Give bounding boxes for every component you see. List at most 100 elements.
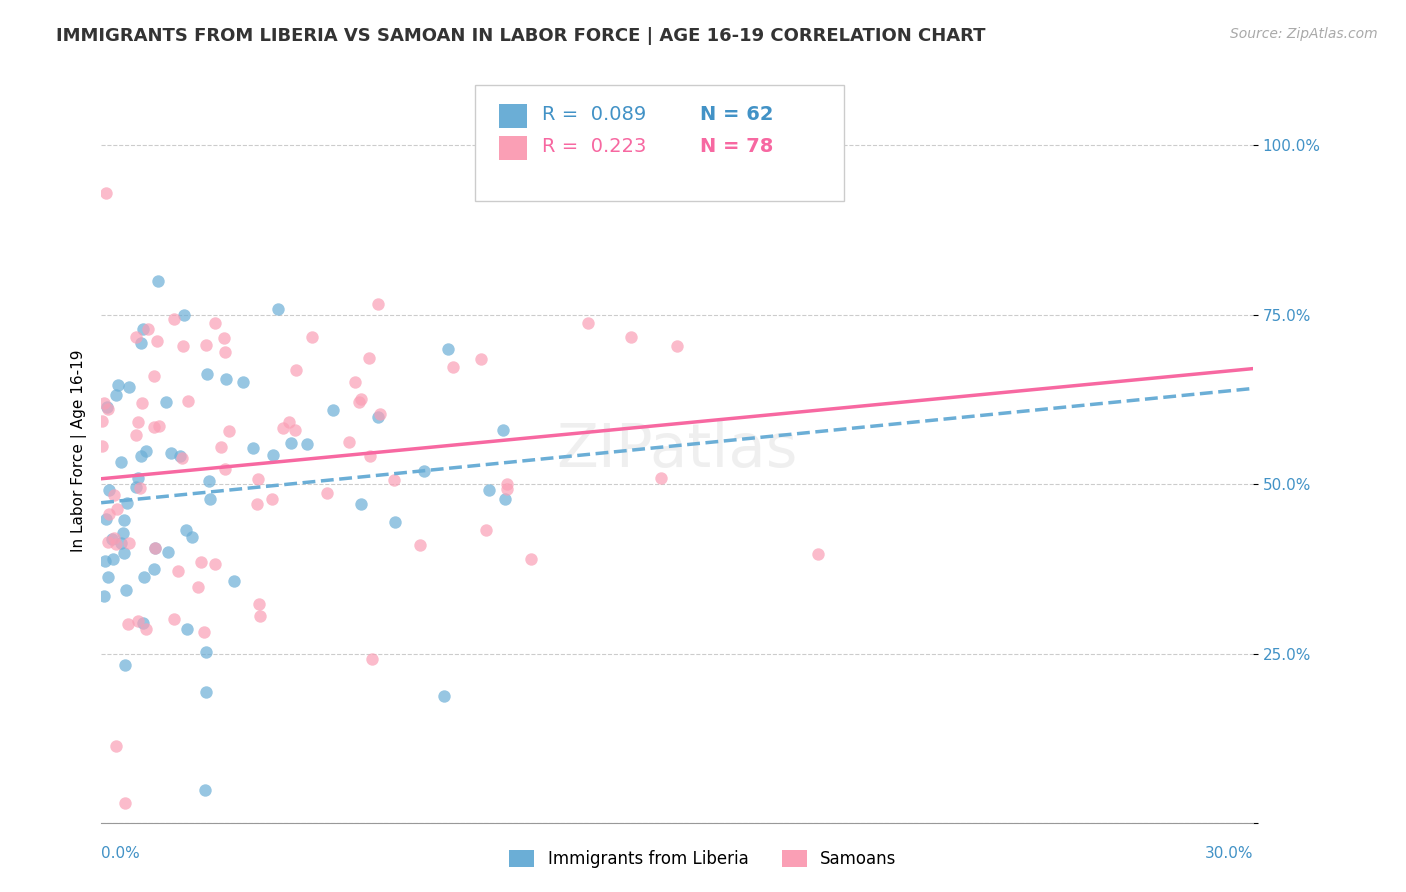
Point	[218, 425, 240, 439]
Point	[190, 555, 212, 569]
Point	[94, 554, 117, 568]
Point	[343, 375, 366, 389]
Point	[128, 481, 150, 495]
Legend: Immigrants from Liberia, Samoans: Immigrants from Liberia, Samoans	[503, 843, 903, 875]
Point	[148, 418, 170, 433]
Text: 0.0%: 0.0%	[101, 846, 139, 861]
Point	[103, 488, 125, 502]
Point	[204, 558, 226, 572]
Point	[136, 322, 159, 336]
Point	[97, 483, 120, 497]
Point	[129, 335, 152, 350]
Point	[576, 317, 599, 331]
Point	[93, 396, 115, 410]
Point	[163, 312, 186, 326]
Point	[194, 338, 217, 352]
Point	[382, 473, 405, 487]
Point	[172, 338, 194, 352]
Point	[384, 515, 406, 529]
Point	[413, 464, 436, 478]
Point	[97, 402, 120, 417]
Point	[91, 439, 114, 453]
Point	[134, 570, 156, 584]
Point	[195, 685, 218, 699]
Point	[125, 330, 148, 344]
Point	[127, 416, 149, 430]
Point	[160, 446, 183, 460]
Text: ZIPatlas: ZIPatlas	[557, 421, 797, 480]
Point	[215, 372, 238, 386]
Point	[117, 380, 139, 394]
Point	[131, 396, 153, 410]
Point	[115, 582, 138, 597]
Point	[267, 302, 290, 317]
Point	[470, 352, 492, 367]
Point	[105, 536, 128, 550]
Point	[146, 334, 169, 349]
Point	[135, 622, 157, 636]
Point	[143, 541, 166, 556]
Text: IMMIGRANTS FROM LIBERIA VS SAMOAN IN LABOR FORCE | AGE 16-19 CORRELATION CHART: IMMIGRANTS FROM LIBERIA VS SAMOAN IN LAB…	[56, 27, 986, 45]
Text: R =  0.089: R = 0.089	[543, 105, 647, 124]
Point	[156, 545, 179, 559]
Point	[271, 421, 294, 435]
Point	[367, 409, 389, 424]
Point	[107, 378, 129, 392]
Text: R =  0.223: R = 0.223	[543, 136, 647, 155]
Point	[262, 491, 284, 506]
Point	[249, 608, 271, 623]
Point	[127, 470, 149, 484]
Point	[214, 344, 236, 359]
Point	[125, 427, 148, 442]
Point	[280, 435, 302, 450]
Point	[105, 739, 128, 753]
Point	[114, 796, 136, 810]
Point	[143, 420, 166, 434]
Point	[359, 351, 381, 366]
Point	[114, 658, 136, 673]
Point	[174, 524, 197, 538]
Point	[347, 394, 370, 409]
Point	[494, 491, 516, 506]
Point	[198, 491, 221, 506]
Point	[96, 400, 118, 414]
Point	[367, 297, 389, 311]
Point	[112, 546, 135, 560]
Point	[142, 562, 165, 576]
Point	[114, 513, 136, 527]
Point	[222, 574, 245, 588]
Point	[322, 403, 344, 417]
Point	[665, 338, 688, 352]
Point	[359, 450, 381, 464]
Point	[198, 474, 221, 488]
Point	[110, 536, 132, 550]
Point	[115, 495, 138, 509]
Point	[193, 782, 215, 797]
Text: N = 62: N = 62	[700, 105, 773, 124]
Point	[181, 530, 204, 544]
FancyBboxPatch shape	[499, 136, 527, 160]
Point	[496, 483, 519, 497]
Point	[117, 617, 139, 632]
Point	[520, 552, 543, 566]
Point	[177, 393, 200, 408]
Point	[173, 308, 195, 322]
Point	[111, 525, 134, 540]
Point	[496, 476, 519, 491]
Point	[97, 534, 120, 549]
Point	[475, 523, 498, 537]
Point	[132, 322, 155, 336]
Point	[209, 440, 232, 454]
Point	[97, 570, 120, 584]
Point	[101, 532, 124, 546]
Point	[118, 536, 141, 550]
Point	[262, 448, 284, 462]
Point	[650, 471, 672, 485]
Point	[492, 423, 515, 437]
Text: 30.0%: 30.0%	[1205, 846, 1253, 861]
Point	[620, 330, 643, 344]
Point	[242, 441, 264, 455]
FancyBboxPatch shape	[499, 104, 527, 128]
Point	[315, 486, 337, 500]
Point	[433, 689, 456, 703]
